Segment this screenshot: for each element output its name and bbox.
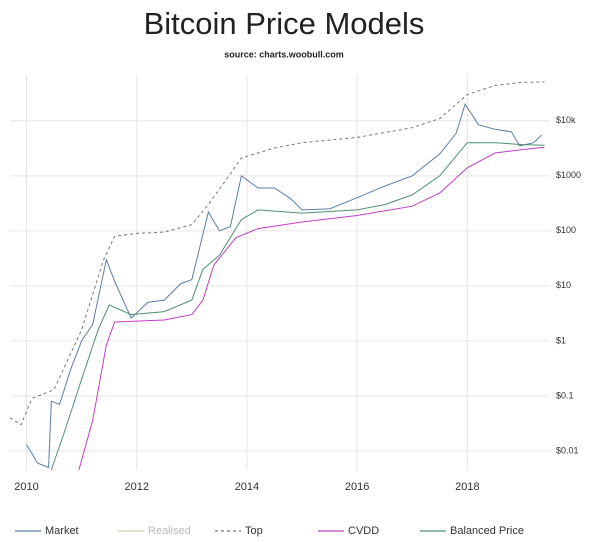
x-tick-label: 2018 xyxy=(455,481,479,493)
x-tick-label: 2014 xyxy=(235,481,259,493)
chart-subtitle: source: charts.woobull.com xyxy=(224,49,344,59)
y-tick-label: $1000 xyxy=(556,170,581,180)
legend-label: Market xyxy=(45,525,79,537)
y-tick-label: $1 xyxy=(556,335,566,345)
x-tick-label: 2010 xyxy=(14,481,38,493)
y-tick-label: $0.01 xyxy=(556,445,579,455)
y-tick-label: $0.1 xyxy=(556,390,574,400)
legend-label: CVDD xyxy=(348,525,379,537)
x-tick-label: 2012 xyxy=(124,481,148,493)
series-line xyxy=(78,146,545,471)
series-line xyxy=(26,103,543,469)
series-line xyxy=(9,81,545,426)
chart-title: Bitcoin Price Models xyxy=(144,6,425,41)
y-tick-label: $10 xyxy=(556,280,571,290)
series-line xyxy=(50,142,545,471)
legend-label: Balanced Price xyxy=(450,525,524,537)
y-tick-label: $100 xyxy=(556,225,576,235)
y-tick-label: $10k xyxy=(556,115,576,125)
x-tick-label: 2016 xyxy=(345,481,369,493)
legend-label: Top xyxy=(245,525,263,537)
legend-label: Realised xyxy=(148,525,191,537)
